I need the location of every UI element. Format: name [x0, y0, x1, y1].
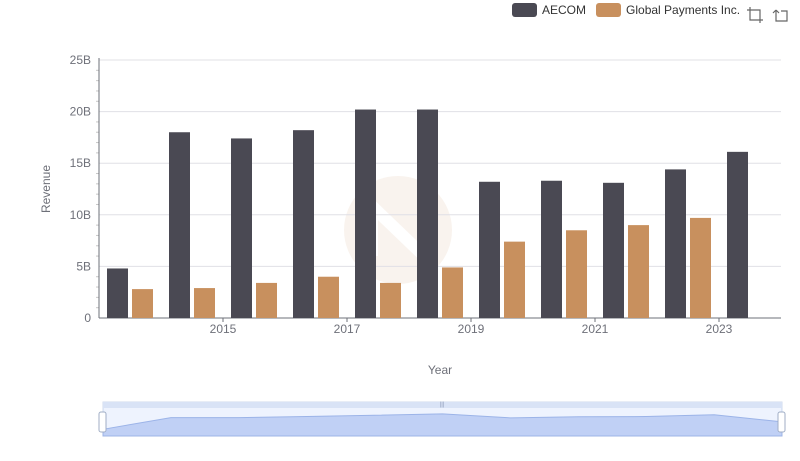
bar-global-payments-2017[interactable] — [318, 276, 339, 318]
bar-aecom-2020[interactable] — [479, 181, 500, 318]
datazoom-selected-range — [103, 408, 782, 436]
bar-global-payments-2021[interactable] — [566, 230, 587, 318]
bar-aecom-2021[interactable] — [541, 180, 562, 318]
x-tick-label: 2015 — [210, 322, 237, 336]
x-tick-label: 2023 — [706, 322, 733, 336]
y-tick-label: 10B — [70, 208, 91, 222]
bar-aecom-2017[interactable] — [293, 130, 314, 318]
legend-swatch-aecom — [512, 3, 537, 17]
y-tick-label: 15B — [70, 156, 91, 170]
bar-global-payments-2018[interactable] — [380, 282, 401, 318]
bar-aecom-2014[interactable] — [107, 268, 128, 318]
datazoom-top-bar[interactable] — [103, 402, 782, 408]
datazoom-handle-left[interactable] — [98, 411, 107, 433]
legend-label-aecom: AECOM — [542, 3, 587, 17]
legend: AECOM Global Payments Inc. — [512, 3, 750, 17]
restore-icon[interactable] — [772, 6, 790, 24]
bars — [107, 109, 748, 318]
bar-global-payments-2022[interactable] — [628, 225, 649, 318]
y-axis: 0 5B 10B 15B 20B 25B — [70, 53, 100, 325]
datazoom-grip-icon: ||| — [440, 402, 445, 408]
x-tick-label: 2017 — [334, 322, 361, 336]
bar-aecom-2022[interactable] — [603, 182, 624, 318]
bar-global-payments-2023[interactable] — [690, 217, 711, 318]
bar-global-payments-2019[interactable] — [442, 267, 463, 318]
x-tick-label: 2019 — [458, 322, 485, 336]
bar-aecom-2024[interactable] — [727, 151, 748, 318]
datazoom-preview-area — [102, 413, 783, 437]
x-tick-label: 2021 — [582, 322, 609, 336]
bar-aecom-2019[interactable] — [417, 109, 438, 318]
bar-aecom-2016[interactable] — [231, 138, 252, 318]
legend-swatch-global-payments — [596, 3, 622, 17]
y-tick-label: 25B — [70, 53, 91, 67]
bar-aecom-2015[interactable] — [169, 132, 190, 318]
zoom-icon[interactable] — [746, 6, 764, 24]
datazoom-handle-right[interactable] — [777, 411, 786, 433]
legend-item-global-payments[interactable]: Global Payments Inc. — [596, 3, 740, 17]
bar-global-payments-2020[interactable] — [504, 241, 525, 318]
bar-global-payments-2014[interactable] — [132, 289, 153, 318]
x-axis: 2015 2017 2019 2021 2023 — [99, 317, 781, 336]
y-tick-label: 20B — [70, 105, 91, 119]
y-tick-label: 0 — [84, 311, 91, 325]
x-axis-title: Year — [428, 363, 452, 377]
legend-item-aecom[interactable]: AECOM — [512, 3, 586, 17]
bar-global-payments-2016[interactable] — [256, 282, 277, 318]
y-tick-label: 5B — [76, 259, 91, 273]
bar-global-payments-2015[interactable] — [194, 288, 215, 318]
y-axis-title: Revenue — [39, 165, 53, 213]
bar-aecom-2018[interactable] — [355, 109, 376, 318]
datazoom-slider[interactable]: ||| — [98, 401, 786, 437]
legend-label-global-payments: Global Payments Inc. — [626, 3, 741, 17]
bar-aecom-2023[interactable] — [665, 169, 686, 318]
